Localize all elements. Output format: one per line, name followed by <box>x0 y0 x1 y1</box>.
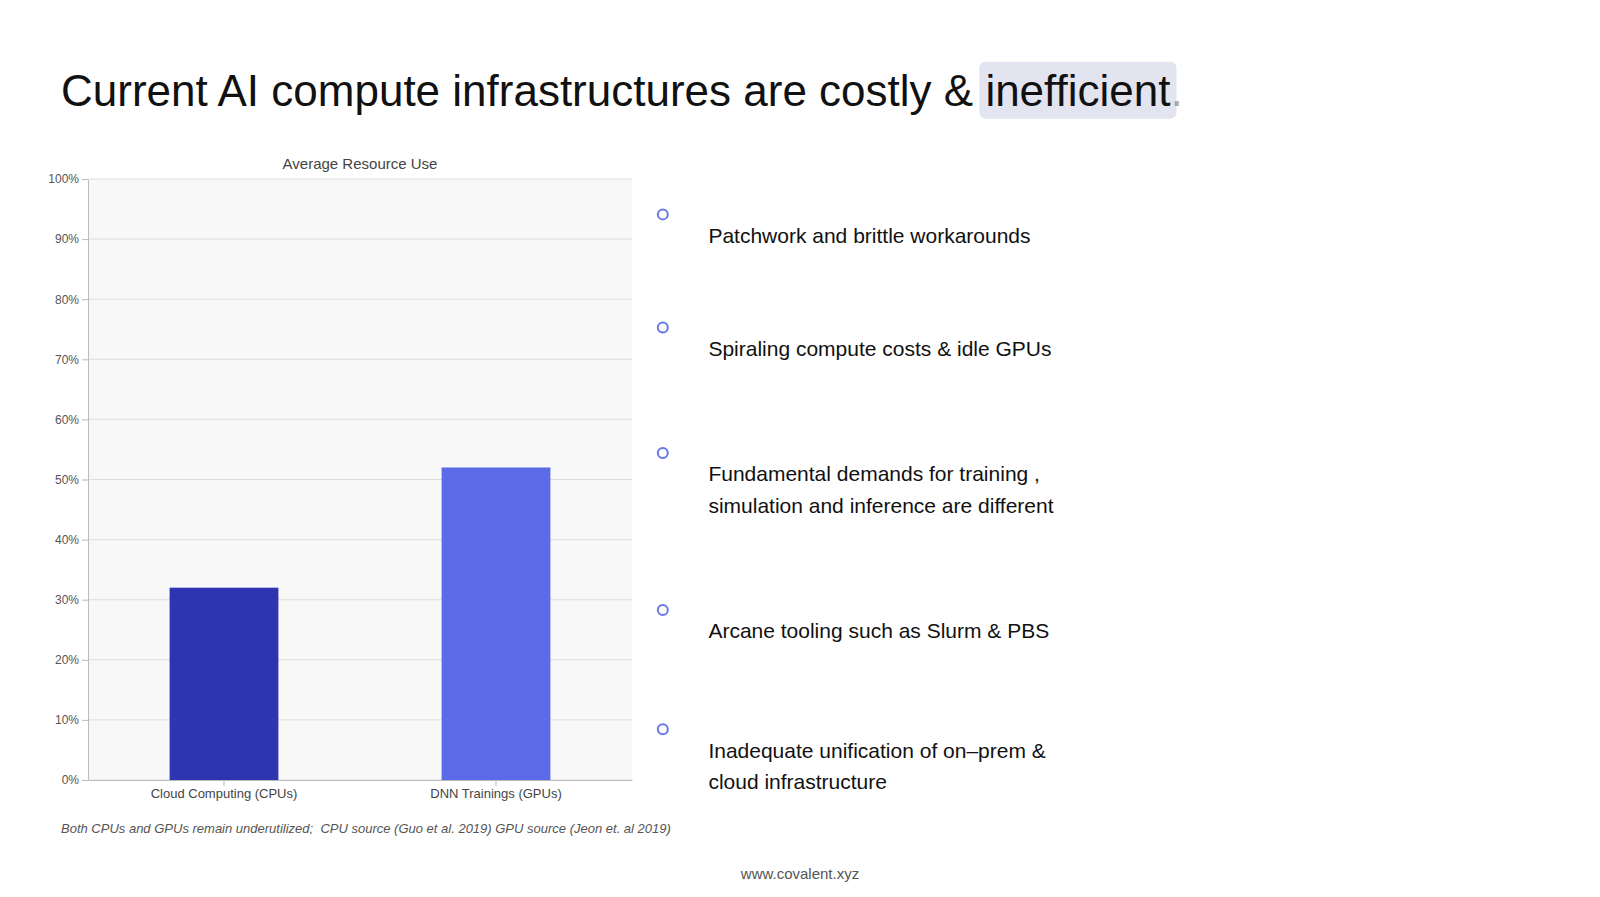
y-tick-label: 90% <box>55 232 79 246</box>
y-tick-mark <box>82 359 88 360</box>
grid-line <box>88 359 632 360</box>
bullet-line: Inadequate unification of on–prem & <box>708 739 1045 762</box>
bars <box>170 467 551 780</box>
y-tick-label: 0% <box>62 773 80 787</box>
x-tick-mark <box>224 780 225 786</box>
bullet-marker <box>658 322 668 332</box>
y-tick-mark <box>82 720 88 721</box>
y-tick: 100% <box>48 172 88 186</box>
y-tick-mark <box>82 540 88 541</box>
bar-chart: 0% 10% 20% 30% 40% 50% 60% 70% 80% 90% 100% Cloud C… <box>48 155 632 801</box>
bullet-marker <box>658 605 668 615</box>
y-tick: 50% <box>55 473 88 487</box>
source-text: Both CPUs and GPUs remain underutilized;… <box>61 821 671 836</box>
page: Current AI compute infrastructures are c… <box>0 0 1600 897</box>
bullet-text: Arcane tooling such as Slurm & PBS <box>708 619 1049 642</box>
heading-part: . <box>1170 66 1182 115</box>
bar <box>170 588 279 780</box>
x-tick-label: DNN Trainings (GPUs) <box>430 786 561 801</box>
footer-text: www.covalent.xyz <box>740 865 859 882</box>
bullet-text: Fundamental demands for training , simula… <box>708 462 1053 517</box>
heading-text: Current AI compute infrastructures are c… <box>61 66 1183 115</box>
y-tick: 20% <box>55 653 88 667</box>
grid-line <box>88 179 632 180</box>
y-tick-mark <box>82 780 88 781</box>
y-tick-label: 100% <box>48 172 79 186</box>
bullet-line: Spiraling compute costs & idle GPUs <box>708 337 1051 360</box>
bullet-marker <box>658 448 668 458</box>
grid-line <box>88 239 632 240</box>
x-tick: Cloud Computing (CPUs) <box>151 780 298 801</box>
x-axis: Cloud Computing (CPUs) DNN Trainings (GPU… <box>89 780 633 801</box>
bullet-line: cloud infrastructure <box>708 770 887 793</box>
y-tick-label: 20% <box>55 653 79 667</box>
grid-line <box>88 299 632 300</box>
y-tick-mark <box>82 239 88 240</box>
y-tick-label: 80% <box>55 293 79 307</box>
heading: Current AI compute infrastructures are c… <box>61 62 1183 119</box>
bullet-line: Patchwork and brittle workarounds <box>708 224 1030 247</box>
y-tick-mark <box>82 179 88 180</box>
y-tick: 80% <box>55 293 88 307</box>
y-tick-label: 60% <box>55 413 79 427</box>
grid <box>88 179 632 780</box>
bullets: Patchwork and brittle workarounds Spirali… <box>658 209 1054 793</box>
heading-part: Current AI compute infrastructures are c… <box>61 66 985 115</box>
chart-title: Average Resource Use <box>283 155 438 172</box>
y-tick: 60% <box>55 413 88 427</box>
y-tick-mark <box>82 299 88 300</box>
y-tick-label: 10% <box>55 713 79 727</box>
y-axis: 0% 10% 20% 30% 40% 50% 60% 70% 80% 90% 100% <box>48 172 88 787</box>
y-tick-mark <box>82 600 88 601</box>
y-tick-mark <box>82 660 88 661</box>
y-tick-label: 70% <box>55 353 79 367</box>
bullet-text: Spiraling compute costs & idle GPUs <box>708 337 1051 360</box>
y-axis-line <box>88 180 89 781</box>
y-tick-mark <box>82 480 88 481</box>
heading-highlight <box>979 62 1176 119</box>
plot-background <box>88 179 632 780</box>
x-tick: DNN Trainings (GPUs) <box>430 780 561 801</box>
bullet-text: Inadequate unification of on–prem & cloud… <box>708 739 1045 794</box>
x-tick-mark <box>496 780 497 786</box>
y-tick-label: 40% <box>55 533 79 547</box>
bullet-line: Fundamental demands for training , <box>708 462 1040 485</box>
bullet-marker <box>658 724 668 734</box>
y-tick: 40% <box>55 533 88 547</box>
bullet-text: Patchwork and brittle workarounds <box>708 224 1030 247</box>
x-axis-line <box>89 780 633 781</box>
y-tick: 10% <box>55 713 88 727</box>
bar <box>442 467 551 780</box>
y-tick: 70% <box>55 353 88 367</box>
y-tick-label: 50% <box>55 473 79 487</box>
bullet-line: simulation and inference are different <box>708 494 1053 517</box>
bullet-line: Arcane tooling such as Slurm & PBS <box>708 619 1049 642</box>
y-tick: 30% <box>55 593 88 607</box>
x-tick-label: Cloud Computing (CPUs) <box>151 786 298 801</box>
heading-part: inefficient <box>985 66 1170 115</box>
grid-line <box>88 419 632 420</box>
y-tick-mark <box>82 419 88 420</box>
bullet-marker <box>658 209 668 219</box>
y-tick-label: 30% <box>55 593 79 607</box>
y-tick: 0% <box>62 773 88 787</box>
y-tick: 90% <box>55 232 88 246</box>
